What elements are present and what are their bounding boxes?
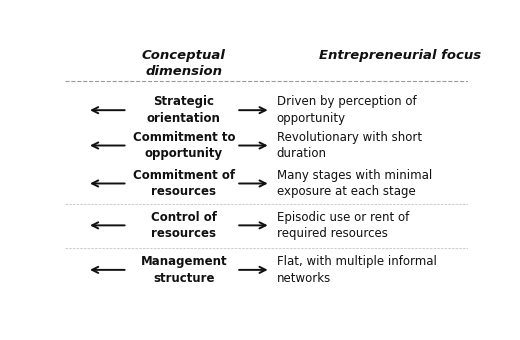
Text: Driven by perception of
opportunity: Driven by perception of opportunity	[277, 96, 416, 125]
Text: Revolutionary with short
duration: Revolutionary with short duration	[277, 131, 422, 160]
Text: Commitment of
resources: Commitment of resources	[133, 169, 235, 198]
Text: Strategic
orientation: Strategic orientation	[147, 96, 221, 125]
Text: Management
structure: Management structure	[140, 255, 227, 285]
Text: Conceptual
dimension: Conceptual dimension	[142, 49, 226, 78]
Text: Flat, with multiple informal
networks: Flat, with multiple informal networks	[277, 255, 436, 285]
Text: Commitment to
opportunity: Commitment to opportunity	[133, 131, 235, 160]
Text: Control of
resources: Control of resources	[151, 210, 217, 240]
Text: Many stages with minimal
exposure at each stage: Many stages with minimal exposure at eac…	[277, 169, 432, 198]
Text: Entrepreneurial focus: Entrepreneurial focus	[319, 49, 481, 62]
Text: Episodic use or rent of
required resources: Episodic use or rent of required resourc…	[277, 210, 409, 240]
